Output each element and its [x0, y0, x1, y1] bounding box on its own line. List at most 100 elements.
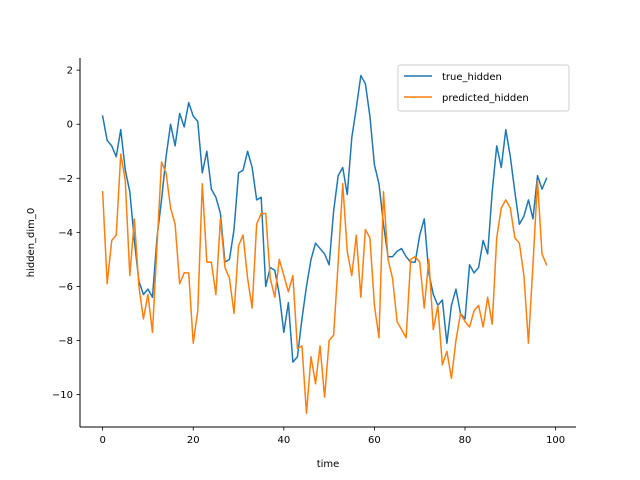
data-point [338, 262, 339, 263]
series-layer [101, 74, 548, 415]
data-point [374, 164, 375, 165]
data-point [356, 108, 357, 109]
data-point [514, 237, 515, 238]
data-point [415, 262, 416, 263]
data-point [501, 208, 502, 209]
data-point [256, 224, 257, 225]
x-axis-label: time [317, 459, 340, 470]
data-point [147, 289, 148, 290]
data-point [306, 286, 307, 287]
data-point [279, 294, 280, 295]
data-point [229, 259, 230, 260]
data-point [102, 116, 103, 117]
data-point [546, 264, 547, 265]
data-point [111, 145, 112, 146]
data-point [175, 224, 176, 225]
data-point [483, 240, 484, 241]
data-point [356, 235, 357, 236]
data-point [143, 318, 144, 319]
data-point [129, 275, 130, 276]
x-tick-label: 60 [368, 435, 381, 446]
data-point [537, 181, 538, 182]
data-point [152, 332, 153, 333]
data-point [274, 297, 275, 298]
data-point [138, 286, 139, 287]
data-point [107, 283, 108, 284]
data-point [492, 191, 493, 192]
data-point [406, 256, 407, 257]
data-point [542, 253, 543, 254]
series-line-true-hidden [101, 74, 548, 363]
data-point [378, 183, 379, 184]
x-axis-ticks: 0 20 40 60 80 100 [99, 427, 565, 446]
data-point [116, 235, 117, 236]
data-point [315, 383, 316, 384]
data-point [229, 278, 230, 279]
data-point [234, 229, 235, 230]
data-point [324, 253, 325, 254]
data-point [184, 272, 185, 273]
data-point [496, 237, 497, 238]
data-point [170, 124, 171, 125]
data-point [469, 326, 470, 327]
data-point [474, 310, 475, 311]
data-point [433, 329, 434, 330]
data-point [247, 151, 248, 152]
legend-frame [397, 64, 570, 112]
data-point [193, 343, 194, 344]
data-point [311, 356, 312, 357]
data-point [116, 156, 117, 157]
data-point [483, 326, 484, 327]
data-point [143, 294, 144, 295]
data-point [532, 218, 533, 219]
data-point [179, 113, 180, 114]
data-point [469, 264, 470, 265]
axes-layer: 0 20 40 60 80 100 20−2−4−6−8−10 time hidden_d… [26, 58, 576, 470]
data-point [401, 329, 402, 330]
data-point [238, 245, 239, 246]
data-point [134, 218, 135, 219]
data-point [147, 294, 148, 295]
x-tick-label: 0 [99, 435, 105, 446]
data-point [342, 183, 343, 184]
data-point [406, 337, 407, 338]
data-point [329, 264, 330, 265]
data-point [392, 256, 393, 257]
data-point [378, 337, 379, 338]
data-point [215, 197, 216, 198]
data-point [111, 240, 112, 241]
y-tick-label: −2 [58, 174, 73, 185]
data-point [347, 251, 348, 252]
legend: true_hidden predicted_hidden [397, 64, 570, 112]
data-point [487, 297, 488, 298]
data-point [107, 140, 108, 141]
data-point [283, 275, 284, 276]
data-point [501, 167, 502, 168]
data-point [252, 308, 253, 309]
data-point [179, 283, 180, 284]
data-point [537, 175, 538, 176]
data-point [234, 313, 235, 314]
x-tick-label: 40 [277, 435, 290, 446]
data-point [465, 321, 466, 322]
data-point [197, 121, 198, 122]
data-point [243, 235, 244, 236]
data-point [247, 278, 248, 279]
y-tick-label: 2 [67, 66, 73, 77]
data-point [324, 397, 325, 398]
y-axis-ticks: 2 0 −2 −4 −6 −8 −10 [52, 66, 80, 401]
y-tick-label: −10 [52, 390, 73, 401]
data-point [170, 208, 171, 209]
data-point [374, 305, 375, 306]
data-point [433, 294, 434, 295]
data-point [215, 294, 216, 295]
data-point [157, 245, 158, 246]
data-point [292, 275, 293, 276]
data-point [306, 413, 307, 414]
y-tick-label: −6 [58, 282, 73, 293]
y-tick-label: 0 [67, 120, 73, 131]
data-point [320, 345, 321, 346]
series-true-hidden [101, 74, 548, 363]
data-point [292, 362, 293, 363]
data-point [261, 213, 262, 214]
